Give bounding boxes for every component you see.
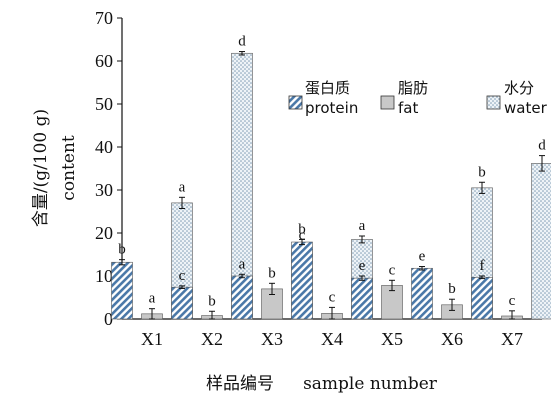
significance-label-water-x2: d [238, 34, 246, 50]
significance-label-fat-x4: c [329, 289, 336, 305]
legend-label-water-en: water [504, 99, 548, 117]
significance-label-protein-x7: f [480, 258, 485, 274]
y-tick-label: 40 [95, 137, 113, 157]
bar-protein-x7 [471, 276, 493, 320]
legend-swatch-fat [380, 95, 395, 110]
y-axis-label-en: content [59, 135, 79, 201]
legend-label-protein-zh: 蛋白质 [305, 79, 350, 97]
legend-label-fat-en: fat [398, 99, 418, 117]
y-tick-label: 20 [95, 223, 113, 243]
significance-label-protein-x3: a [239, 256, 246, 272]
bar-water-x7 [531, 163, 551, 320]
legend-item-protein: 蛋白质 protein [288, 79, 358, 117]
legend-swatch-water [486, 95, 501, 110]
significance-label-water-x3: c [299, 227, 306, 243]
legend-label-water-zh: 水分 [504, 79, 534, 97]
x-tick-label: X1 [141, 329, 163, 349]
bar-protein-x2 [171, 286, 193, 320]
legend-label-fat-zh: 脂肪 [398, 79, 428, 97]
x-tick-label: X4 [321, 329, 343, 349]
significance-label-protein-x6: e [419, 249, 426, 265]
x-tick-label: X3 [261, 329, 283, 349]
significance-label-water-x6: b [478, 164, 486, 180]
significance-label-fat-x3: b [268, 265, 276, 281]
bar-group: baacbdabcbcaecfebbfcd [111, 34, 551, 320]
bar-protein-x1 [111, 261, 133, 320]
x-axis-label-en: sample number [303, 374, 438, 394]
x-tick-label: X5 [381, 329, 403, 349]
significance-label-fat-x2: b [208, 293, 216, 309]
significance-label-water-x4: a [359, 218, 366, 234]
x-axis-label-zh: 样品编号 [206, 374, 274, 394]
x-tick-label: X2 [201, 329, 223, 349]
y-tick-label: 70 [95, 8, 113, 28]
y-axis-label-zh: 含量/(g/100 g) [31, 109, 51, 227]
significance-label-protein-x4: b [298, 221, 306, 237]
significance-label-fat-x7: c [509, 293, 516, 309]
y-tick-label: 60 [95, 51, 113, 71]
y-tick-label: 50 [95, 94, 113, 114]
significance-label-water-x7: d [538, 138, 546, 154]
significance-label-protein-x2: c [179, 268, 186, 284]
bar-protein-x4 [291, 241, 313, 320]
legend-item-water: 水分 water [486, 79, 548, 117]
legend: 蛋白质 protein 脂肪 fat 水分 water [288, 79, 548, 117]
significance-label-protein-x5: e [359, 258, 366, 274]
significance-label-fat-x1: a [149, 291, 156, 307]
x-tick-label: X6 [441, 329, 463, 349]
legend-swatch-protein [288, 95, 303, 110]
y-tick-label: 30 [95, 180, 113, 200]
significance-label-fat-x5: c [389, 262, 396, 278]
y-tick-label: 0 [104, 309, 113, 329]
significance-label-water-x1: a [179, 179, 186, 195]
bar-protein-x6 [411, 267, 433, 320]
legend-label-protein-en: protein [305, 99, 358, 117]
x-tick-label: X7 [501, 329, 523, 349]
y-tick-label: 10 [95, 266, 113, 286]
y-tick-group: 0 10 20 30 40 50 60 70 [95, 8, 122, 329]
significance-label-fat-x6: b [448, 281, 456, 297]
significance-label-protein-x1: b [118, 242, 126, 258]
bar-protein-x5 [351, 277, 373, 320]
bar-protein-x3 [231, 275, 253, 320]
legend-item-fat: 脂肪 fat [380, 79, 428, 117]
x-tick-group: X1 X2 X3 X4 X5 X6 X7 [141, 329, 523, 349]
